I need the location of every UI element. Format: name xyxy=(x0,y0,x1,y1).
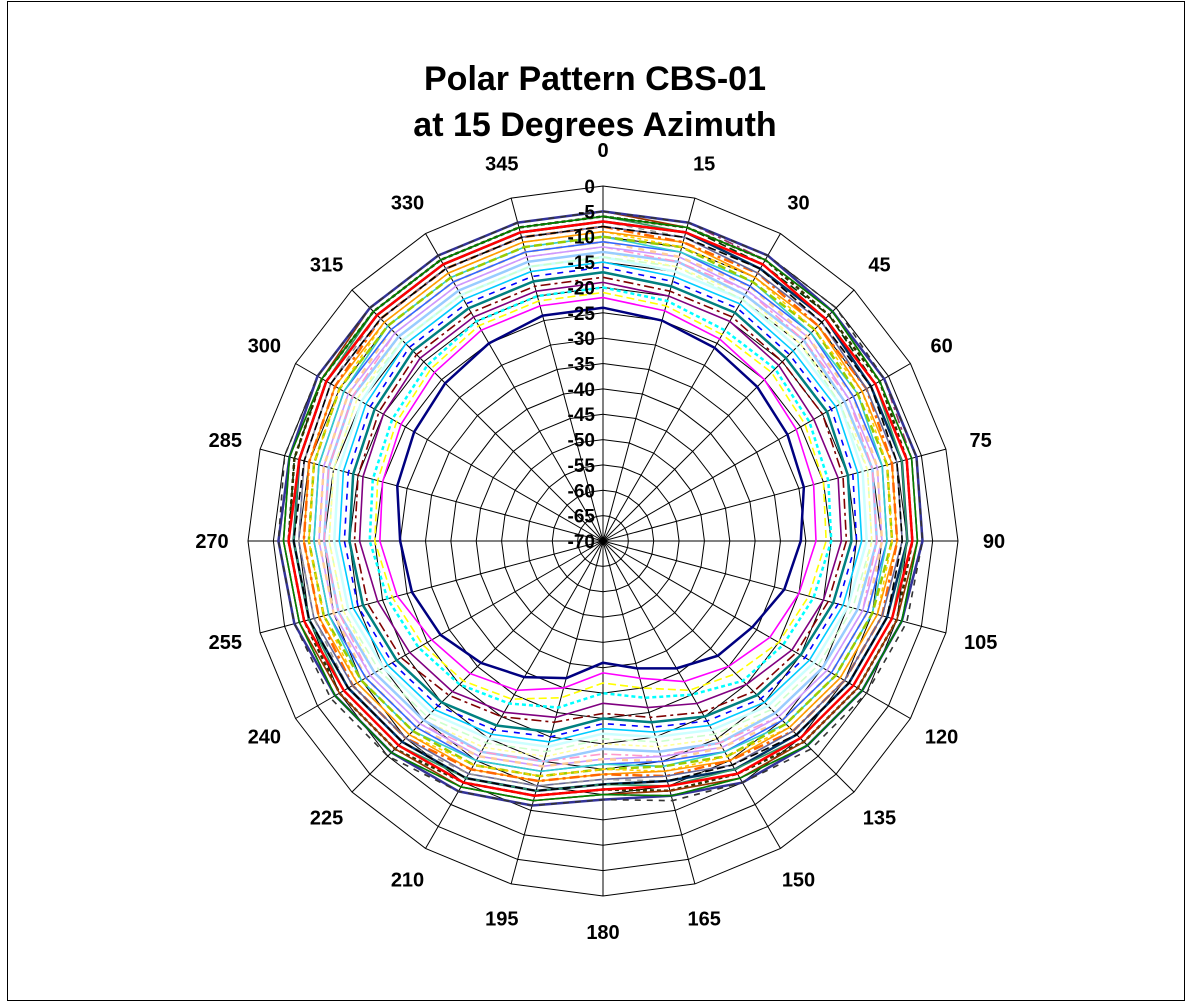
series-line xyxy=(282,215,919,802)
series-line xyxy=(307,235,894,778)
angle-tick-label: 60 xyxy=(930,336,952,358)
series-lines xyxy=(277,210,924,807)
grid-spoke xyxy=(602,363,911,542)
radial-tick-label: -50 xyxy=(568,431,595,452)
angle-tick-label: 105 xyxy=(964,632,997,654)
angle-tick-label: 345 xyxy=(485,153,518,175)
chart-title-line-1: Polar Pattern CBS-01 xyxy=(424,60,766,98)
series-line xyxy=(379,296,817,692)
series-line xyxy=(277,210,924,807)
radial-tick-label: -5 xyxy=(578,202,595,223)
angle-tick-label: 75 xyxy=(970,430,992,452)
angle-tick-label: 210 xyxy=(391,870,424,892)
radial-tick-label: -35 xyxy=(568,355,596,376)
angle-tick-label: 195 xyxy=(485,909,518,931)
angle-tick-label: 120 xyxy=(925,727,958,749)
angle-tick-label: 90 xyxy=(983,531,1005,553)
radial-tick-label: -60 xyxy=(568,481,595,502)
grid-spoke xyxy=(602,448,947,542)
radial-tick-label: -30 xyxy=(568,329,595,350)
radial-tick-label: -70 xyxy=(568,532,595,553)
angle-tick-label: 225 xyxy=(310,807,343,829)
angle-tick-label: 165 xyxy=(688,909,721,931)
radial-labels: 0 -5 -10 -15 -20 -25 -30 -35 -40 -45 -50 -55 -60 -65 -… xyxy=(568,177,596,553)
angle-tick-label: 150 xyxy=(782,870,815,892)
radial-tick-label: -40 xyxy=(568,380,595,401)
angle-tick-label: 0 xyxy=(597,140,608,162)
angle-tick-label: 135 xyxy=(863,807,896,829)
series-line xyxy=(343,266,858,738)
grid-spoke xyxy=(510,197,604,542)
angle-tick-label: 30 xyxy=(787,192,809,214)
series-line xyxy=(338,261,863,743)
series-line xyxy=(292,225,904,792)
grid-spoke xyxy=(259,540,604,634)
angle-tick-label: 315 xyxy=(310,255,343,277)
grid-spoke xyxy=(602,289,855,542)
radial-tick-label: -20 xyxy=(568,278,595,299)
series-line xyxy=(353,276,848,724)
polar-grid xyxy=(247,185,959,897)
grid-spoke xyxy=(602,540,781,849)
radial-tick-label: -15 xyxy=(568,253,596,274)
radial-tick-label: -55 xyxy=(568,456,596,477)
angle-tick-label: 240 xyxy=(248,727,281,749)
series-line xyxy=(287,220,914,797)
chart-title-line-2: at 15 Degrees Azimuth xyxy=(413,106,777,144)
series-line xyxy=(373,291,827,700)
grid-spoke xyxy=(351,289,604,542)
angle-tick-label: 45 xyxy=(868,255,890,277)
chart-frame xyxy=(7,1,1185,1001)
grid-spoke xyxy=(602,233,781,542)
series-line xyxy=(348,270,853,734)
series-line xyxy=(396,306,806,680)
series-line xyxy=(328,256,873,753)
series-line xyxy=(302,230,898,782)
grid-spoke xyxy=(295,540,604,719)
radial-tick-label: -10 xyxy=(568,228,595,249)
grid-spoke xyxy=(510,540,604,885)
grid-spoke xyxy=(602,540,696,885)
angle-tick-label: 255 xyxy=(209,632,242,654)
angle-tick-label: 285 xyxy=(209,430,242,452)
grid-spoke xyxy=(602,540,911,719)
angle-labels: 0 15 30 45 60 75 90 105 120 135 150 165 180 195 210 225… xyxy=(195,140,1005,944)
angle-tick-label: 15 xyxy=(693,153,715,175)
grid-spoke xyxy=(351,540,604,793)
angle-tick-label: 330 xyxy=(391,192,424,214)
angle-tick-label: 180 xyxy=(586,922,619,944)
grid-spoke xyxy=(602,540,947,634)
angle-tick-label: 300 xyxy=(248,336,281,358)
grid-spoke xyxy=(602,197,696,542)
angle-tick-label: 270 xyxy=(195,531,228,553)
radial-tick-label: -45 xyxy=(568,405,596,426)
series-line xyxy=(358,281,843,719)
radial-tick-label: -25 xyxy=(568,304,596,325)
series-line xyxy=(317,240,884,768)
radial-tick-label: 0 xyxy=(584,177,595,198)
radial-tick-label: -65 xyxy=(568,507,596,528)
grid-spoke xyxy=(295,363,604,542)
grid-spoke xyxy=(425,540,604,849)
series-line xyxy=(322,250,879,763)
grid-spoke xyxy=(259,448,604,542)
grid-spoke xyxy=(425,233,604,542)
